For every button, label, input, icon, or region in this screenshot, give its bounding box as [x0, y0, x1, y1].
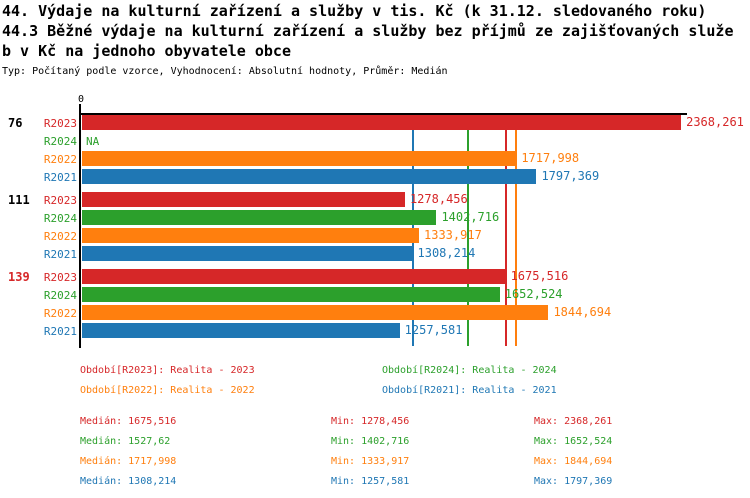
- x-axis-line: [80, 113, 687, 115]
- bar-value-label: 1675,516: [510, 269, 569, 283]
- bar-111-R2022: [82, 228, 419, 243]
- bar-value-label: 1333,917: [424, 228, 482, 242]
- bar-row-label-R2023: R2023: [43, 271, 77, 284]
- bar-row-label-R2023: R2023: [43, 117, 77, 130]
- bar-value-label: 1402,716: [441, 210, 500, 224]
- bar-value-label: 1717,998: [521, 151, 580, 165]
- bar-76-R2023: [82, 115, 682, 130]
- title-line-2: 44.3 Běžné výdaje na kulturní zařízení a…: [2, 22, 734, 40]
- bar-row-label-R2022: R2022: [43, 307, 77, 320]
- bar-value-label: 1308,214: [417, 246, 476, 260]
- bar-value-label: 2368,261: [686, 115, 744, 129]
- bar-row-label-R2021: R2021: [43, 171, 77, 184]
- median-line-R2022: [515, 114, 518, 346]
- bar-76-R2022: [82, 151, 517, 166]
- legend-item-R2024: Období[R2024]: Realita - 2024: [382, 365, 557, 376]
- bar-row-label-R2021: R2021: [43, 325, 77, 338]
- bar-139-R2024: [82, 287, 500, 302]
- bar-row-label-R2022: R2022: [43, 230, 77, 243]
- bar-row-label-R2021: R2021: [43, 248, 77, 261]
- bar-value-label: 1844,694: [553, 305, 612, 319]
- bar-value-label: 1278,456: [409, 192, 468, 206]
- legend-item-R2021: Období[R2021]: Realita - 2021: [382, 385, 557, 396]
- bar-value-label: 1652,524: [504, 287, 563, 301]
- bar-139-R2022: [82, 305, 549, 320]
- stat-min-R2021: Min: 1257,581: [331, 476, 410, 487]
- bar-76-R2021: [82, 169, 537, 184]
- bar-value-na: NA: [86, 135, 100, 148]
- bar-row-label-R2023: R2023: [43, 194, 77, 207]
- bar-value-label: 1797,369: [541, 169, 600, 183]
- median-line-R2023: [504, 114, 507, 346]
- stat-max-R2024: Max: 1652,524: [534, 436, 613, 447]
- stat-min-R2023: Min: 1278,456: [331, 416, 410, 427]
- stat-median-R2024: Medián: 1527,62: [80, 436, 171, 447]
- axis-origin-label: 0: [77, 94, 85, 105]
- bar-row-label-R2022: R2022: [43, 153, 77, 166]
- bar-139-R2021: [82, 323, 400, 338]
- y-axis-line: [79, 104, 81, 348]
- stat-max-R2021: Max: 1797,369: [534, 476, 613, 487]
- legend-item-R2023: Období[R2023]: Realita - 2023: [80, 365, 255, 376]
- title-line-3: b v Kč na jednoho obyvatele obce: [2, 42, 291, 60]
- group-label-76: 76: [8, 116, 23, 130]
- bar-111-R2023: [82, 192, 405, 207]
- stat-median-R2023: Medián: 1675,516: [80, 416, 177, 427]
- legend-item-R2022: Období[R2022]: Realita - 2022: [80, 385, 255, 396]
- chart-meta-line: Typ: Počítaný podle vzorce, Vyhodnocení:…: [2, 66, 448, 77]
- median-line-R2024: [467, 114, 470, 346]
- bar-111-R2021: [82, 246, 413, 261]
- title-line-1: 44. Výdaje na kulturní zařízení a služby…: [2, 2, 707, 20]
- bar-row-label-R2024: R2024: [43, 212, 77, 225]
- stat-min-R2022: Min: 1333,917: [331, 456, 410, 467]
- stat-median-R2022: Medián: 1717,998: [80, 456, 177, 467]
- bar-111-R2024: [82, 210, 437, 225]
- chart-title: 44. Výdaje na kulturní zařízení a služby…: [2, 1, 734, 61]
- group-label-139: 139: [8, 270, 30, 284]
- bar-value-label: 1257,581: [404, 323, 463, 337]
- group-label-111: 111: [8, 193, 30, 207]
- stat-max-R2022: Max: 1844,694: [534, 456, 613, 467]
- bar-row-label-R2024: R2024: [43, 289, 77, 302]
- bar-row-label-R2024: R2024: [43, 135, 77, 148]
- stat-max-R2023: Max: 2368,261: [534, 416, 613, 427]
- stat-median-R2021: Medián: 1308,214: [80, 476, 177, 487]
- stat-min-R2024: Min: 1402,716: [331, 436, 410, 447]
- bar-139-R2023: [82, 269, 506, 284]
